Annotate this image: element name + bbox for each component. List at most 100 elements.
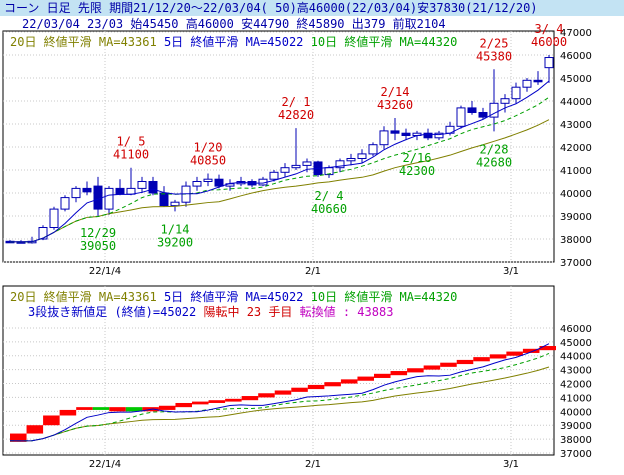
kagi-trend-state: 陽転中 23 手目 [203,305,293,319]
y-tick-label: 42000 [560,380,592,391]
brick-up [324,382,341,387]
brick-up [307,384,325,390]
y-tick-label: 40000 [560,407,592,418]
plot-frame [2,285,555,456]
brick-up [43,415,60,426]
y-tick-label: 39000 [560,421,592,432]
candle-down [115,187,125,195]
y-tick-label: 38000 [560,435,592,446]
annotation-value: 42820 [278,108,314,122]
brick-up [208,400,226,403]
bottom-legend: 20日 終値平滑 MA=43361 5日 終値平滑 MA=45022 10日 終… [10,290,457,304]
candle-up [60,197,70,210]
annotation-value: 46000 [531,35,567,49]
candle-up [368,144,378,155]
annotation-value: 39200 [157,235,193,249]
annotation-date: 3/ 4 [535,22,564,36]
x-tick-label: 2/1 [305,459,321,470]
brick-up [390,371,408,376]
y-tick-label: 42000 [560,143,592,154]
kagi-close-value: 3段抜き新値足 (終値)=45022 [28,305,197,319]
x-tick-label: 2/1 [305,266,321,277]
brick-up [76,407,93,410]
x-tick-label: 3/1 [503,266,519,277]
y-tick-label: 45000 [560,338,592,349]
candle-up [379,130,389,146]
candle-up [357,153,367,159]
ma10-line [9,96,550,243]
brick-up [291,387,308,392]
brick-down [92,407,110,410]
brick-up [473,357,490,362]
brick-up [59,409,77,416]
candle-up [269,171,279,180]
annotation-value: 42680 [476,155,512,169]
legend-ma5-bottom: 5日 終値平滑 MA=45022 [163,290,304,304]
y-tick-label: 43000 [560,366,592,377]
annotation-value: 42300 [399,164,435,178]
brick-up [175,402,192,408]
candlestick-panel: 37000 38000 39000 40000 41000 42000 43000 44000… [2,22,592,277]
annotation-date: 1/20 [194,140,223,154]
y-tick-label: 38000 [560,235,592,246]
annotation-date: 12/29 [80,226,116,240]
candle-up [203,178,213,182]
candle-down [93,185,103,210]
annotation-date: 2/28 [480,142,509,156]
brick-up [225,398,242,402]
ma20-line [9,119,550,243]
y-tick-label: 44000 [560,97,592,108]
brick-up [522,348,540,353]
brick-down [125,407,143,412]
brick-up [10,433,27,442]
candle-up [137,181,147,189]
brick-up [440,362,457,367]
candle-up [456,107,466,127]
brick-up [26,425,44,434]
y-tick-label: 40000 [560,189,592,200]
annotation-value: 40850 [190,153,226,167]
candle-down [82,187,92,193]
candle-up [126,187,136,195]
brick-up [506,351,523,356]
y-tick-label: 44000 [560,352,592,363]
legend-ma20-bottom: 20日 終値平滑 MA=43361 [10,290,157,304]
annotation-date: 2/16 [403,151,432,165]
brick-up [158,405,176,410]
y-tick-label: 47000 [560,28,592,39]
y-tick-label: 43000 [560,120,592,131]
brick-up [274,390,292,395]
candle-up [170,201,180,207]
brick-up [340,379,358,384]
candle-down [148,181,158,194]
candle-up [544,57,554,69]
x-tick-label: 22/1/4 [89,266,121,277]
annotation-date: 1/14 [161,222,190,236]
candle-up [192,181,202,187]
candle-down [467,107,477,114]
y-tick-label: 37000 [560,258,592,269]
candle-up [489,102,499,118]
brick-up [407,368,424,373]
brick-up [258,393,275,398]
y-tick-label: 41000 [560,393,592,404]
legend-ma10: 10日 終値平滑 MA=44320 [310,35,458,49]
ma5-line [9,80,550,243]
annotation-value: 43260 [377,98,413,112]
annotation-date: 2/25 [480,36,509,50]
annotation-date: 1/ 5 [117,135,146,149]
legend-ma5: 5日 終値平滑 MA=45022 [163,35,304,49]
candle-down [214,178,224,187]
candle-up [104,187,114,210]
candle-down [390,130,400,134]
y-tick-label: 41000 [560,166,592,177]
annotation-date: 2/ 1 [282,95,311,109]
annotation-value: 40660 [311,202,347,216]
candle-up [302,161,312,166]
candle-down [159,192,169,207]
candle-up [335,160,345,169]
x-tick-label: 22/1/4 [89,459,121,470]
latest-quote: 22/03/04 23/03 始45450 高46000 安44790 終458… [0,16,624,32]
y-tick-label: 46000 [560,51,592,62]
